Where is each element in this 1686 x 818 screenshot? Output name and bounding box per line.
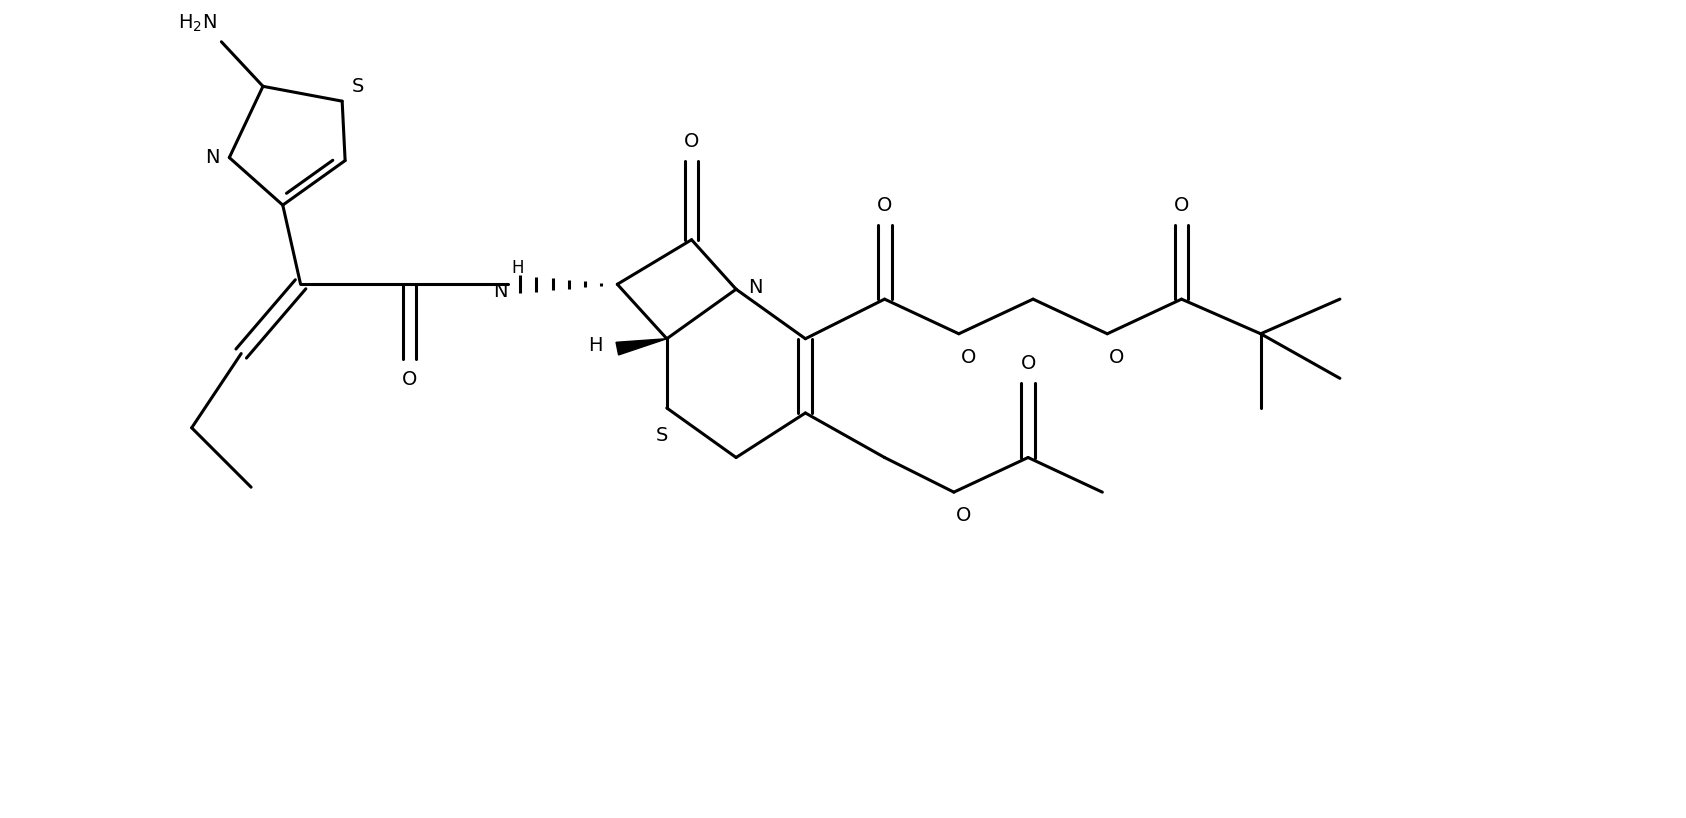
Text: N: N [749,278,762,297]
Text: O: O [1109,348,1125,366]
Text: S: S [352,77,364,97]
Text: O: O [961,348,976,366]
Text: S: S [656,426,668,445]
Text: O: O [956,506,971,525]
Text: O: O [401,371,416,389]
Text: H: H [588,336,602,355]
Polygon shape [615,339,668,355]
Text: O: O [1020,354,1035,373]
Text: H$_2$N: H$_2$N [177,12,216,34]
Text: O: O [877,196,892,215]
Text: N: N [206,148,219,167]
Text: N: N [494,281,507,301]
Text: O: O [685,132,700,151]
Text: H: H [511,259,524,277]
Text: O: O [1173,196,1189,215]
